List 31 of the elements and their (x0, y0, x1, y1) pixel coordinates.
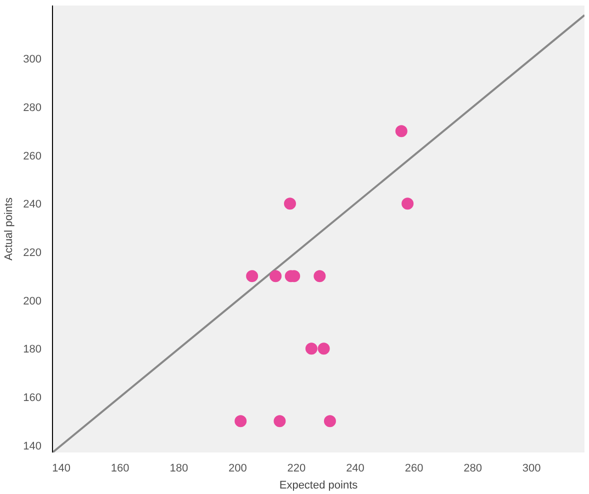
x-tick-label: 300 (522, 462, 541, 474)
point (284, 198, 296, 210)
x-tick-label: 160 (110, 462, 130, 474)
y-tick-label: 240 (23, 198, 42, 211)
y-tick-label: 300 (23, 54, 42, 66)
point (246, 270, 258, 282)
x-tick-label: 280 (464, 462, 482, 474)
y-tick-label: 260 (23, 150, 42, 162)
point (402, 198, 414, 210)
y-tick-label: 140 (23, 440, 42, 452)
y-tick-label: 220 (23, 246, 42, 259)
y-tick-label: 160 (23, 392, 42, 404)
point (305, 342, 318, 355)
point (324, 415, 336, 428)
x-tick-label: 180 (170, 462, 188, 474)
point (234, 415, 247, 428)
x-tick-label: 140 (52, 462, 70, 474)
x-tick-label: 260 (404, 462, 424, 474)
point (270, 270, 282, 282)
point (318, 342, 330, 355)
x-axis-title: Expected points (279, 480, 358, 492)
point (314, 270, 326, 282)
point (395, 125, 408, 138)
x-tick-label: 220 (287, 462, 306, 474)
point (274, 415, 286, 428)
y-axis-title: Actual points (3, 197, 16, 260)
y-tick-label: 200 (23, 295, 42, 308)
x-tick-label: 200 (228, 462, 247, 474)
y-tick-label: 180 (23, 344, 42, 356)
y-tick-label: 280 (23, 102, 42, 114)
x-tick-label: 240 (346, 462, 364, 474)
